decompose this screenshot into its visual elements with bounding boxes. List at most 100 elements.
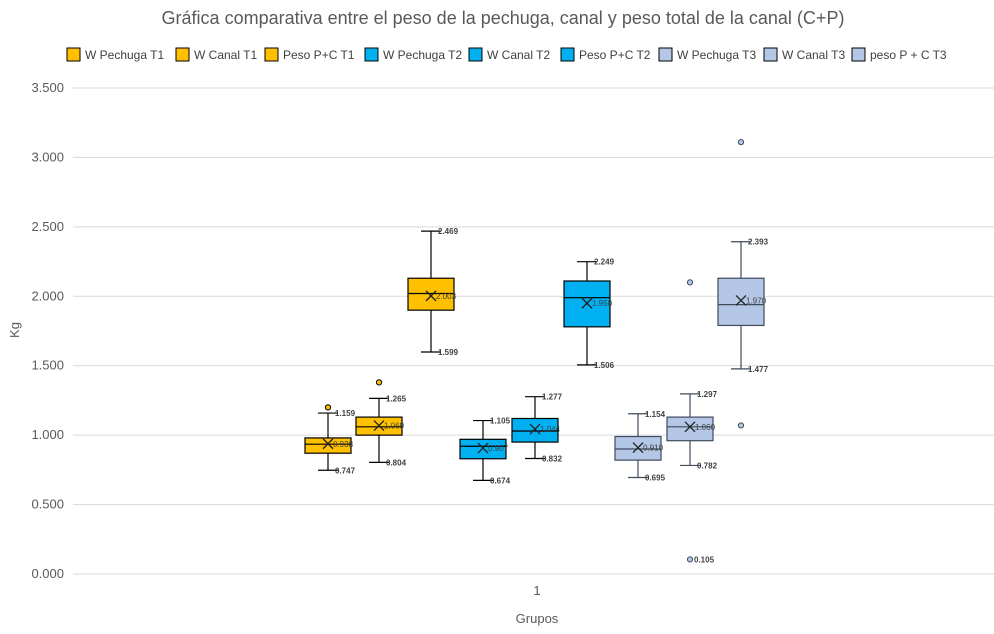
box-5: 1.044 1.277 0.832: [511, 393, 563, 463]
legend-swatch: [468, 47, 483, 62]
legend-label: peso P + C T3: [870, 48, 947, 62]
mean-label: 0.907: [488, 444, 509, 453]
max-label: 2.249: [594, 258, 615, 267]
mean-label: 2.003: [436, 292, 457, 301]
outlier-label: 0.105: [694, 555, 715, 564]
x-axis-label: Grupos: [516, 611, 559, 626]
legend-label: Peso P+C T1: [283, 48, 355, 62]
y-tick-label: 0.000: [31, 566, 64, 581]
min-label: 1.599: [438, 348, 459, 357]
y-axis: 0.000 0.500 1.000 1.500 2.000 2.500 3.000 3.500: [31, 80, 64, 581]
legend-entry: W Pechuga T3: [658, 47, 756, 62]
legend-label: W Canal T1: [194, 48, 257, 62]
legend-swatch: [264, 47, 279, 62]
outlier-point: [324, 404, 332, 411]
mean-marker: [684, 421, 696, 433]
legend: W Pechuga T1 W Canal T1 Peso P+C T1 W Pechu…: [66, 47, 947, 62]
min-label: 0.674: [490, 476, 511, 485]
max-label: 1.265: [386, 394, 407, 403]
box-7: 0.910 1.154 0.695: [614, 410, 666, 482]
box-body: [717, 277, 765, 327]
box-body: [666, 416, 714, 442]
plot-area: 0.938 1.159 0.747 1.069 1.265 0.804 2.003 2.469…: [304, 139, 769, 564]
legend-entry: W Pechuga T1: [66, 47, 164, 62]
legend-label: Peso P+C T2: [579, 48, 651, 62]
mean-marker: [373, 420, 385, 432]
box-body: [304, 437, 352, 454]
max-label: 1.297: [697, 390, 718, 399]
gridlines: [73, 87, 994, 575]
y-tick-label: 3.500: [31, 80, 64, 95]
legend-label: W Canal T3: [782, 48, 845, 62]
mean-label: 1.069: [384, 422, 405, 431]
x-tick-label: 1: [533, 583, 540, 598]
min-label: 1.506: [594, 361, 615, 370]
legend-swatch: [175, 47, 190, 62]
outlier-point: [737, 139, 745, 146]
mean-label: 0.938: [333, 440, 354, 449]
box-2: 1.069 1.265 0.804: [355, 379, 407, 467]
max-label: 2.469: [438, 227, 459, 236]
min-label: 0.804: [386, 458, 407, 467]
box-4: 0.907 1.105 0.674: [459, 417, 511, 485]
y-axis-label: Kg: [7, 322, 22, 338]
max-label: 1.159: [335, 409, 356, 418]
legend-label: W Pechuga T3: [677, 48, 756, 62]
legend-entry: peso P + C T3: [851, 47, 947, 62]
mean-marker: [632, 442, 644, 454]
outlier-point: [737, 422, 745, 429]
chart-title: Gráfica comparativa entre el peso de la …: [162, 8, 845, 28]
legend-swatch: [851, 47, 866, 62]
legend-entry: W Pechuga T2: [364, 47, 462, 62]
box-8: 1.060 1.297 0.782 0.105: [666, 279, 718, 564]
mean-marker: [477, 442, 489, 454]
box-9: 1.970 2.393 1.477: [717, 139, 769, 429]
y-tick-label: 1.000: [31, 427, 64, 442]
box-1: 0.938 1.159 0.747: [304, 404, 356, 475]
legend-entry: W Canal T1: [175, 47, 257, 62]
legend-entry: W Canal T3: [763, 47, 845, 62]
min-label: 0.782: [697, 461, 718, 470]
mean-label: 1.950: [592, 299, 613, 308]
mean-label: 1.970: [746, 296, 767, 305]
max-label: 1.154: [645, 410, 666, 419]
mean-label: 0.910: [643, 444, 664, 453]
legend-swatch: [66, 47, 81, 62]
max-label: 2.393: [748, 238, 769, 247]
y-tick-label: 2.500: [31, 219, 64, 234]
legend-swatch: [364, 47, 379, 62]
legend-label: W Pechuga T1: [85, 48, 164, 62]
mean-label: 1.044: [540, 425, 561, 434]
legend-swatch: [658, 47, 673, 62]
y-tick-label: 2.000: [31, 288, 64, 303]
legend-label: W Canal T2: [487, 48, 550, 62]
legend-label: W Pechuga T2: [383, 48, 462, 62]
legend-entry: W Canal T2: [468, 47, 550, 62]
mean-marker: [735, 294, 747, 306]
box-body: [511, 417, 559, 443]
min-label: 0.695: [645, 473, 666, 482]
mean-marker: [581, 297, 593, 309]
mean-marker: [322, 438, 334, 450]
legend-swatch: [560, 47, 575, 62]
min-label: 1.477: [748, 365, 769, 374]
mean-label: 1.060: [695, 423, 716, 432]
min-label: 0.747: [335, 466, 356, 475]
mean-marker: [425, 290, 437, 302]
box-body: [407, 277, 455, 311]
legend-entry: Peso P+C T2: [560, 47, 651, 62]
outlier-point: [375, 379, 383, 386]
max-label: 1.105: [490, 417, 511, 426]
y-tick-label: 0.500: [31, 497, 64, 512]
max-label: 1.277: [542, 393, 563, 402]
box-3: 2.003 2.469 1.599: [407, 227, 459, 357]
outlier-point: [686, 556, 694, 563]
box-body: [459, 438, 507, 460]
y-tick-label: 3.000: [31, 149, 64, 164]
min-label: 0.832: [542, 454, 563, 463]
outlier-point: [686, 279, 694, 286]
box-6: 1.950 2.249 1.506: [563, 258, 615, 370]
mean-marker: [529, 423, 541, 435]
